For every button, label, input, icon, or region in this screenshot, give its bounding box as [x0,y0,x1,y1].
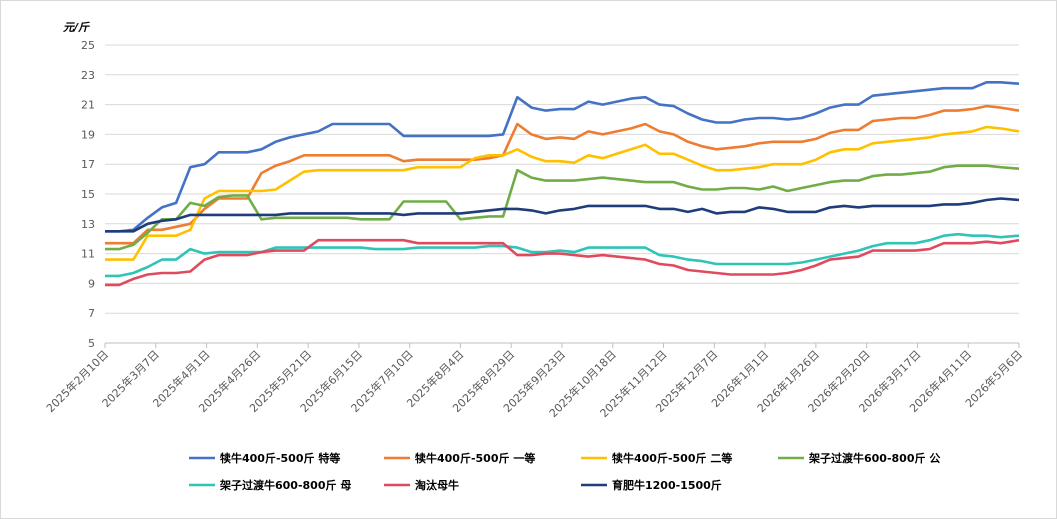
series-line-7 [105,197,1020,233]
series-line-1 [105,81,1020,233]
gridlines [105,44,1019,344]
y-axis-unit: 元/斤 [63,21,90,34]
y-tick-label: 11 [81,248,95,261]
series-line-3 [105,125,1020,261]
legend-label: 犊牛400斤-500斤 一等 [415,451,535,465]
series-line-2 [105,104,1020,245]
y-tick-label: 21 [81,99,95,112]
y-tick-label: 13 [81,218,95,231]
y-tick-label: 9 [88,277,95,290]
y-tick-label: 17 [81,158,95,171]
y-tick-label: 15 [81,188,95,201]
y-tick-label: 5 [88,337,95,350]
x-tick-label: 2025年2月10日 [43,347,111,415]
y-tick-label: 19 [81,128,95,141]
series-lines [105,81,1020,287]
series-line-4 [105,164,1020,251]
y-tick-label: 25 [81,39,95,52]
legend-label: 犊牛400斤-500斤 二等 [612,451,732,465]
series-line-6 [105,238,1020,287]
legend-label: 犊牛400斤-500斤 特等 [220,451,340,465]
legend-label: 架子过渡牛600-800斤 公 [808,451,940,465]
y-tick-label: 7 [88,307,95,320]
legend-label: 育肥牛1200-1500斤 [612,478,722,492]
y-tick-label: 23 [81,69,95,82]
legend-label: 淘汰母牛 [415,478,459,492]
legend: 犊牛400斤-500斤 特等 犊牛400斤-500斤 一等 犊牛400斤-500斤 … [189,451,940,492]
legend-label: 架子过渡牛600-800斤 母 [219,478,351,492]
